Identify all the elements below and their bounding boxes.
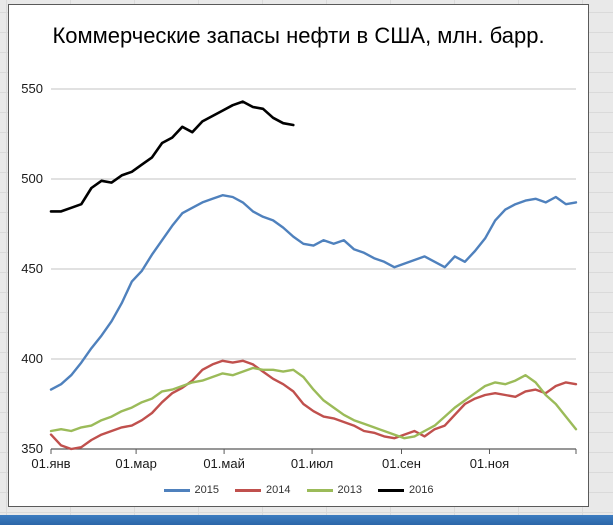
- legend-swatch-2016: [377, 488, 404, 492]
- legend-item-2016[interactable]: 2016: [377, 484, 434, 496]
- x-tick-label: 01.сен: [382, 456, 421, 471]
- series-line-2014[interactable]: [49, 359, 578, 451]
- x-tick-label: 01.май: [203, 456, 245, 471]
- x-tick-label: 01.июл: [291, 456, 333, 471]
- y-tick-label: 500: [21, 171, 43, 186]
- legend-label-2014: 2014: [266, 484, 291, 496]
- legend-label-2016: 2016: [408, 484, 434, 496]
- line-plot: 350 400 450 500 550 01.янв 01.мар 01.май 01.июл 0…: [21, 81, 578, 471]
- series-line-2016[interactable]: [49, 100, 295, 213]
- series-line-2015[interactable]: [49, 193, 578, 391]
- y-tick-label: 450: [21, 261, 43, 276]
- x-tick-label: 01.янв: [31, 456, 70, 471]
- legend-swatch-2014: [235, 488, 262, 492]
- legend-swatch-2015: [163, 488, 190, 492]
- x-tick-label: 01.мар: [115, 456, 156, 471]
- chart-legend[interactable]: 2015 2014 2013 2016: [9, 483, 588, 497]
- status-bar: [0, 515, 613, 525]
- x-tick-label: 01.ноя: [470, 456, 510, 471]
- legend-label-2013: 2013: [337, 484, 362, 496]
- y-tick-label: 550: [21, 81, 43, 96]
- legend-item-2015[interactable]: 2015: [163, 484, 220, 496]
- y-tick-label: 400: [21, 351, 43, 366]
- y-tick-label: 350: [21, 441, 43, 456]
- series-line-2013[interactable]: [49, 366, 578, 440]
- legend-swatch-2013: [306, 488, 333, 492]
- legend-item-2014[interactable]: 2014: [235, 484, 291, 496]
- legend-item-2013[interactable]: 2013: [306, 484, 362, 496]
- legend-label-2015: 2015: [194, 484, 220, 496]
- chart-area[interactable]: Коммерческие запасы нефти в США, млн. ба…: [8, 4, 589, 507]
- chart-title: Коммерческие запасы нефти в США, млн. ба…: [52, 23, 545, 48]
